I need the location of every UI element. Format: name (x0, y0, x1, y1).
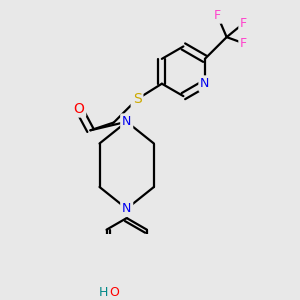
Text: H: H (99, 286, 108, 299)
Text: O: O (73, 102, 84, 116)
Text: S: S (133, 92, 141, 106)
Text: N: N (122, 115, 131, 128)
Text: O: O (109, 286, 119, 299)
Text: N: N (122, 202, 131, 215)
Text: N: N (200, 77, 210, 90)
Text: F: F (214, 9, 221, 22)
Text: F: F (240, 37, 247, 50)
Text: F: F (240, 16, 247, 30)
